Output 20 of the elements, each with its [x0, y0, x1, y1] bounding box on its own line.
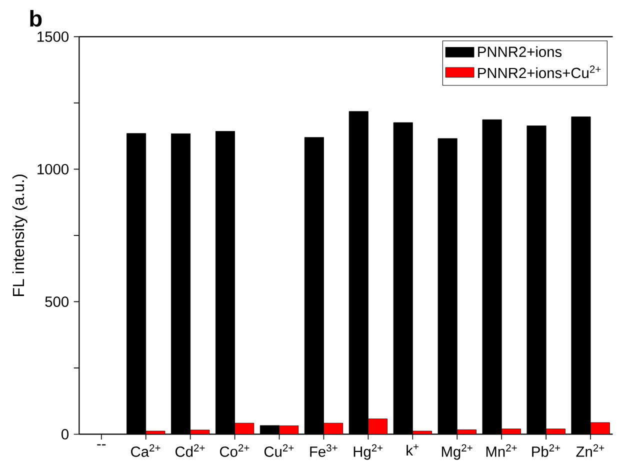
- y-axis-title: FL intensity (a.u.): [12, 174, 28, 296]
- y-tick-label: 500: [45, 296, 69, 307]
- y-tick-label: 1500: [38, 31, 69, 42]
- legend-label: PNNR2+ions: [478, 46, 562, 57]
- x-tick-label: Mn$^{2+}$: [486, 444, 517, 457]
- y-tick-label: 0: [62, 428, 69, 440]
- x-tick-label: Cu$^{2+}$: [264, 444, 294, 457]
- x-tick-label: k$^{+}$: [406, 444, 418, 456]
- x-tick-label: Cd$^{2+}$: [176, 444, 205, 457]
- x-tick-label: --: [97, 444, 106, 446]
- y-tick-label: 1000: [38, 164, 69, 174]
- x-tick-label: Mg$^{2+}$: [442, 444, 472, 460]
- x-tick-label: Zn$^{2+}$: [576, 444, 604, 457]
- x-tick-label: Co$^{2+}$: [220, 444, 250, 457]
- x-tick-label: Fe$^{3+}$: [310, 444, 338, 457]
- legend-label: PNNR2+ions+Cu$^{2+}$: [478, 65, 601, 78]
- text: b: [30, 10, 42, 27]
- x-tick-label: Pb$^{2+}$: [532, 444, 560, 457]
- x-tick-label: Hg$^{2+}$: [354, 444, 383, 460]
- x-tick-label: Ca$^{2+}$: [131, 444, 160, 457]
